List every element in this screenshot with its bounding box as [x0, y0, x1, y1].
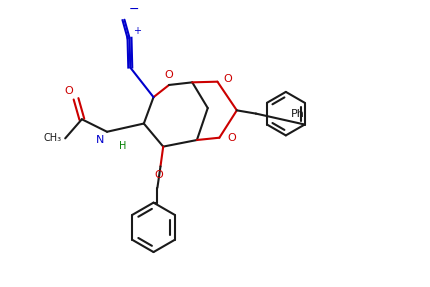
Text: +: + [133, 26, 141, 36]
Text: −: − [128, 3, 138, 16]
Text: CH₃: CH₃ [43, 133, 61, 144]
Text: O: O [164, 70, 173, 80]
Text: O: O [223, 74, 232, 84]
Text: O: O [154, 170, 163, 180]
Text: O: O [64, 86, 73, 96]
Text: N: N [95, 135, 104, 145]
Text: H: H [118, 141, 126, 151]
Text: Ph: Ph [290, 109, 304, 119]
Text: O: O [227, 133, 236, 143]
